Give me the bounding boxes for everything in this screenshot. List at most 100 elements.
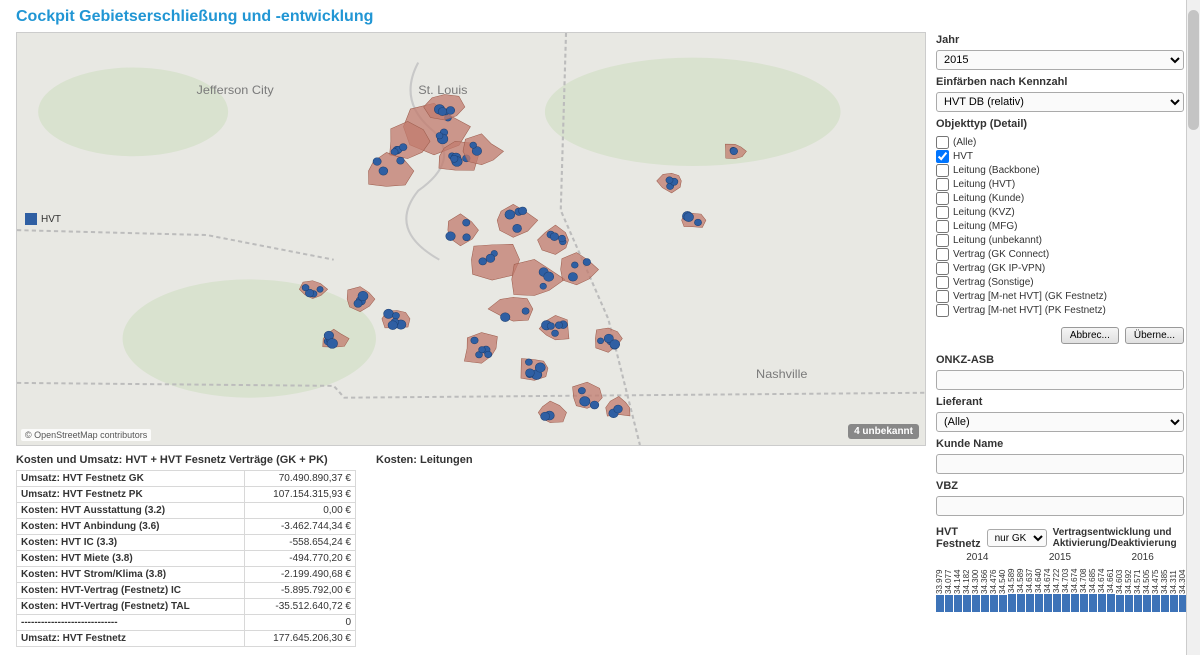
objekttyp-checkbox[interactable] xyxy=(936,136,949,149)
bar xyxy=(1017,594,1025,612)
objekttyp-checkbox[interactable] xyxy=(936,150,949,163)
objekttyp-label: (Alle) xyxy=(953,137,976,148)
objekttyp-item[interactable]: Vertrag (Sonstige) xyxy=(936,276,1184,289)
bar xyxy=(1008,594,1016,612)
objekttyp-label: Leitung (Backbone) xyxy=(953,165,1040,176)
bar-label: 34.385 xyxy=(1161,564,1169,594)
objekttyp-item[interactable]: Vertrag [M-net HVT] (PK Festnetz) xyxy=(936,304,1184,317)
objekttyp-checkbox[interactable] xyxy=(936,192,949,205)
objekttyp-checkbox[interactable] xyxy=(936,262,949,275)
objekttyp-item[interactable]: Vertrag (GK IP-VPN) xyxy=(936,262,1184,275)
bar xyxy=(1089,594,1097,612)
kunde-input[interactable] xyxy=(936,454,1184,474)
objekttyp-item[interactable]: Vertrag [M-net HVT] (GK Festnetz) xyxy=(936,290,1184,303)
hvt-chart-subtitle: Vertragsentwicklung und Aktivierung/Deak… xyxy=(1053,527,1184,549)
kosten-leitungen-heading: Kosten: Leitungen xyxy=(376,454,926,466)
bar-label: 34.703 xyxy=(1062,563,1070,593)
apply-button[interactable]: Überne... xyxy=(1125,327,1184,344)
objekttyp-label: Leitung (unbekannt) xyxy=(953,235,1042,246)
vertical-scrollbar[interactable] xyxy=(1186,0,1200,655)
objekttyp-label: Leitung (MFG) xyxy=(953,221,1017,232)
objekttyp-checkbox[interactable] xyxy=(936,234,949,247)
row-value: -35.512.640,72 € xyxy=(244,599,355,615)
onkz-input[interactable] xyxy=(936,370,1184,390)
objekttyp-item[interactable]: Leitung (Backbone) xyxy=(936,164,1184,177)
kennzahl-select[interactable]: HVT DB (relativ) xyxy=(936,92,1184,112)
bar-label: 34.722 xyxy=(1053,563,1061,593)
row-value: -3.462.744,34 € xyxy=(244,519,355,535)
bar-col: 34.589 xyxy=(1017,563,1025,612)
objekttyp-checkbox[interactable] xyxy=(936,220,949,233)
row-label: Kosten: HVT-Vertrag (Festnetz) IC xyxy=(17,583,245,599)
bar-col: 34.674 xyxy=(1071,563,1079,612)
objekttyp-checkbox[interactable] xyxy=(936,304,949,317)
objekttyp-item[interactable]: Leitung (unbekannt) xyxy=(936,234,1184,247)
bar-label: 34.300 xyxy=(972,564,980,594)
bar xyxy=(1125,595,1133,612)
objekttyp-checkbox[interactable] xyxy=(936,248,949,261)
jahr-select[interactable]: 2015 xyxy=(936,50,1184,70)
objekttyp-checkbox[interactable] xyxy=(936,178,949,191)
bar-col: 34.722 xyxy=(1053,563,1061,612)
bar-col: 34.637 xyxy=(1026,563,1034,612)
bar-col: 34.571 xyxy=(1134,564,1142,612)
objekttyp-checkbox[interactable] xyxy=(936,276,949,289)
onkz-label: ONKZ-ASB xyxy=(936,354,1184,366)
bar-label: 34.674 xyxy=(1071,563,1079,593)
row-value: -558.654,24 € xyxy=(244,535,355,551)
cancel-button[interactable]: Abbrec... xyxy=(1061,327,1119,344)
bar-label: 33.979 xyxy=(936,564,944,594)
row-value: -494.770,20 € xyxy=(244,551,355,567)
objekttyp-item[interactable]: Leitung (MFG) xyxy=(936,220,1184,233)
bar-label: 34.685 xyxy=(1089,563,1097,593)
objekttyp-item[interactable]: HVT xyxy=(936,150,1184,163)
bar-col: 34.674 xyxy=(1098,563,1106,612)
objekttyp-checkbox[interactable] xyxy=(936,206,949,219)
kunde-label: Kunde Name xyxy=(936,438,1184,450)
lieferant-select[interactable]: (Alle) xyxy=(936,412,1184,432)
bar-label: 34.476 xyxy=(990,564,998,594)
row-label: Kosten: HVT IC (3.3) xyxy=(17,535,245,551)
objekttyp-label: Leitung (HVT) xyxy=(953,179,1015,190)
row-value: 107.154.315,93 € xyxy=(244,487,355,503)
objekttyp-label: Leitung (KVZ) xyxy=(953,207,1015,218)
row-label: Umsatz: HVT Festnetz GK xyxy=(17,471,245,487)
objekttyp-checkbox[interactable] xyxy=(936,290,949,303)
objekttyp-checkbox[interactable] xyxy=(936,164,949,177)
row-label: Kosten: HVT Ausstattung (3.2) xyxy=(17,503,245,519)
bar-col: 34.661 xyxy=(1107,563,1115,612)
bar-label: 34.603 xyxy=(1116,564,1124,594)
table-row: Kosten: HVT Miete (3.8)-494.770,20 € xyxy=(17,551,356,567)
bar xyxy=(1152,595,1160,612)
bar xyxy=(972,595,980,612)
scrollbar-thumb[interactable] xyxy=(1188,10,1199,130)
bar xyxy=(954,595,962,612)
row-value: 177.645.206,30 € xyxy=(244,631,355,647)
legend-swatch xyxy=(25,213,37,225)
bar-label: 34.144 xyxy=(954,564,962,594)
bar xyxy=(1116,595,1124,612)
objekttyp-item[interactable]: Leitung (KVZ) xyxy=(936,206,1184,219)
bar-label: 34.708 xyxy=(1080,563,1088,593)
objekttyp-item[interactable]: (Alle) xyxy=(936,136,1184,149)
objekttyp-list: (Alle) HVT Leitung (Backbone) Leitung (HVT)… xyxy=(936,136,1184,317)
objekttyp-item[interactable]: Vertrag (GK Connect) xyxy=(936,248,1184,261)
bar-col: 34.144 xyxy=(954,564,962,612)
bar-col: 34.674 xyxy=(1044,563,1052,612)
objekttyp-item[interactable]: Leitung (Kunde) xyxy=(936,192,1184,205)
bar xyxy=(999,595,1007,612)
map-panel[interactable]: Jefferson City St. Louis Nashville HVT ©… xyxy=(16,32,926,446)
year-header: 2016 xyxy=(1101,552,1184,563)
row-value: 0,00 € xyxy=(244,503,355,519)
objekttyp-item[interactable]: Leitung (HVT) xyxy=(936,178,1184,191)
bar-label: 34.589 xyxy=(1017,563,1025,593)
hvt-segment-select[interactable]: nur GK xyxy=(987,529,1047,547)
vbz-label: VBZ xyxy=(936,480,1184,492)
objekttyp-label: Objekttyp (Detail) xyxy=(936,118,1184,130)
bar-label: 34.589 xyxy=(1008,563,1016,593)
vbz-input[interactable] xyxy=(936,496,1184,516)
bar-label: 34.674 xyxy=(1098,563,1106,593)
filter-panel: Jahr 2015 Einfärben nach Kennzahl HVT DB… xyxy=(936,32,1184,647)
row-label: Kosten: HVT Anbindung (3.6) xyxy=(17,519,245,535)
bar-col: 34.311 xyxy=(1170,564,1178,612)
